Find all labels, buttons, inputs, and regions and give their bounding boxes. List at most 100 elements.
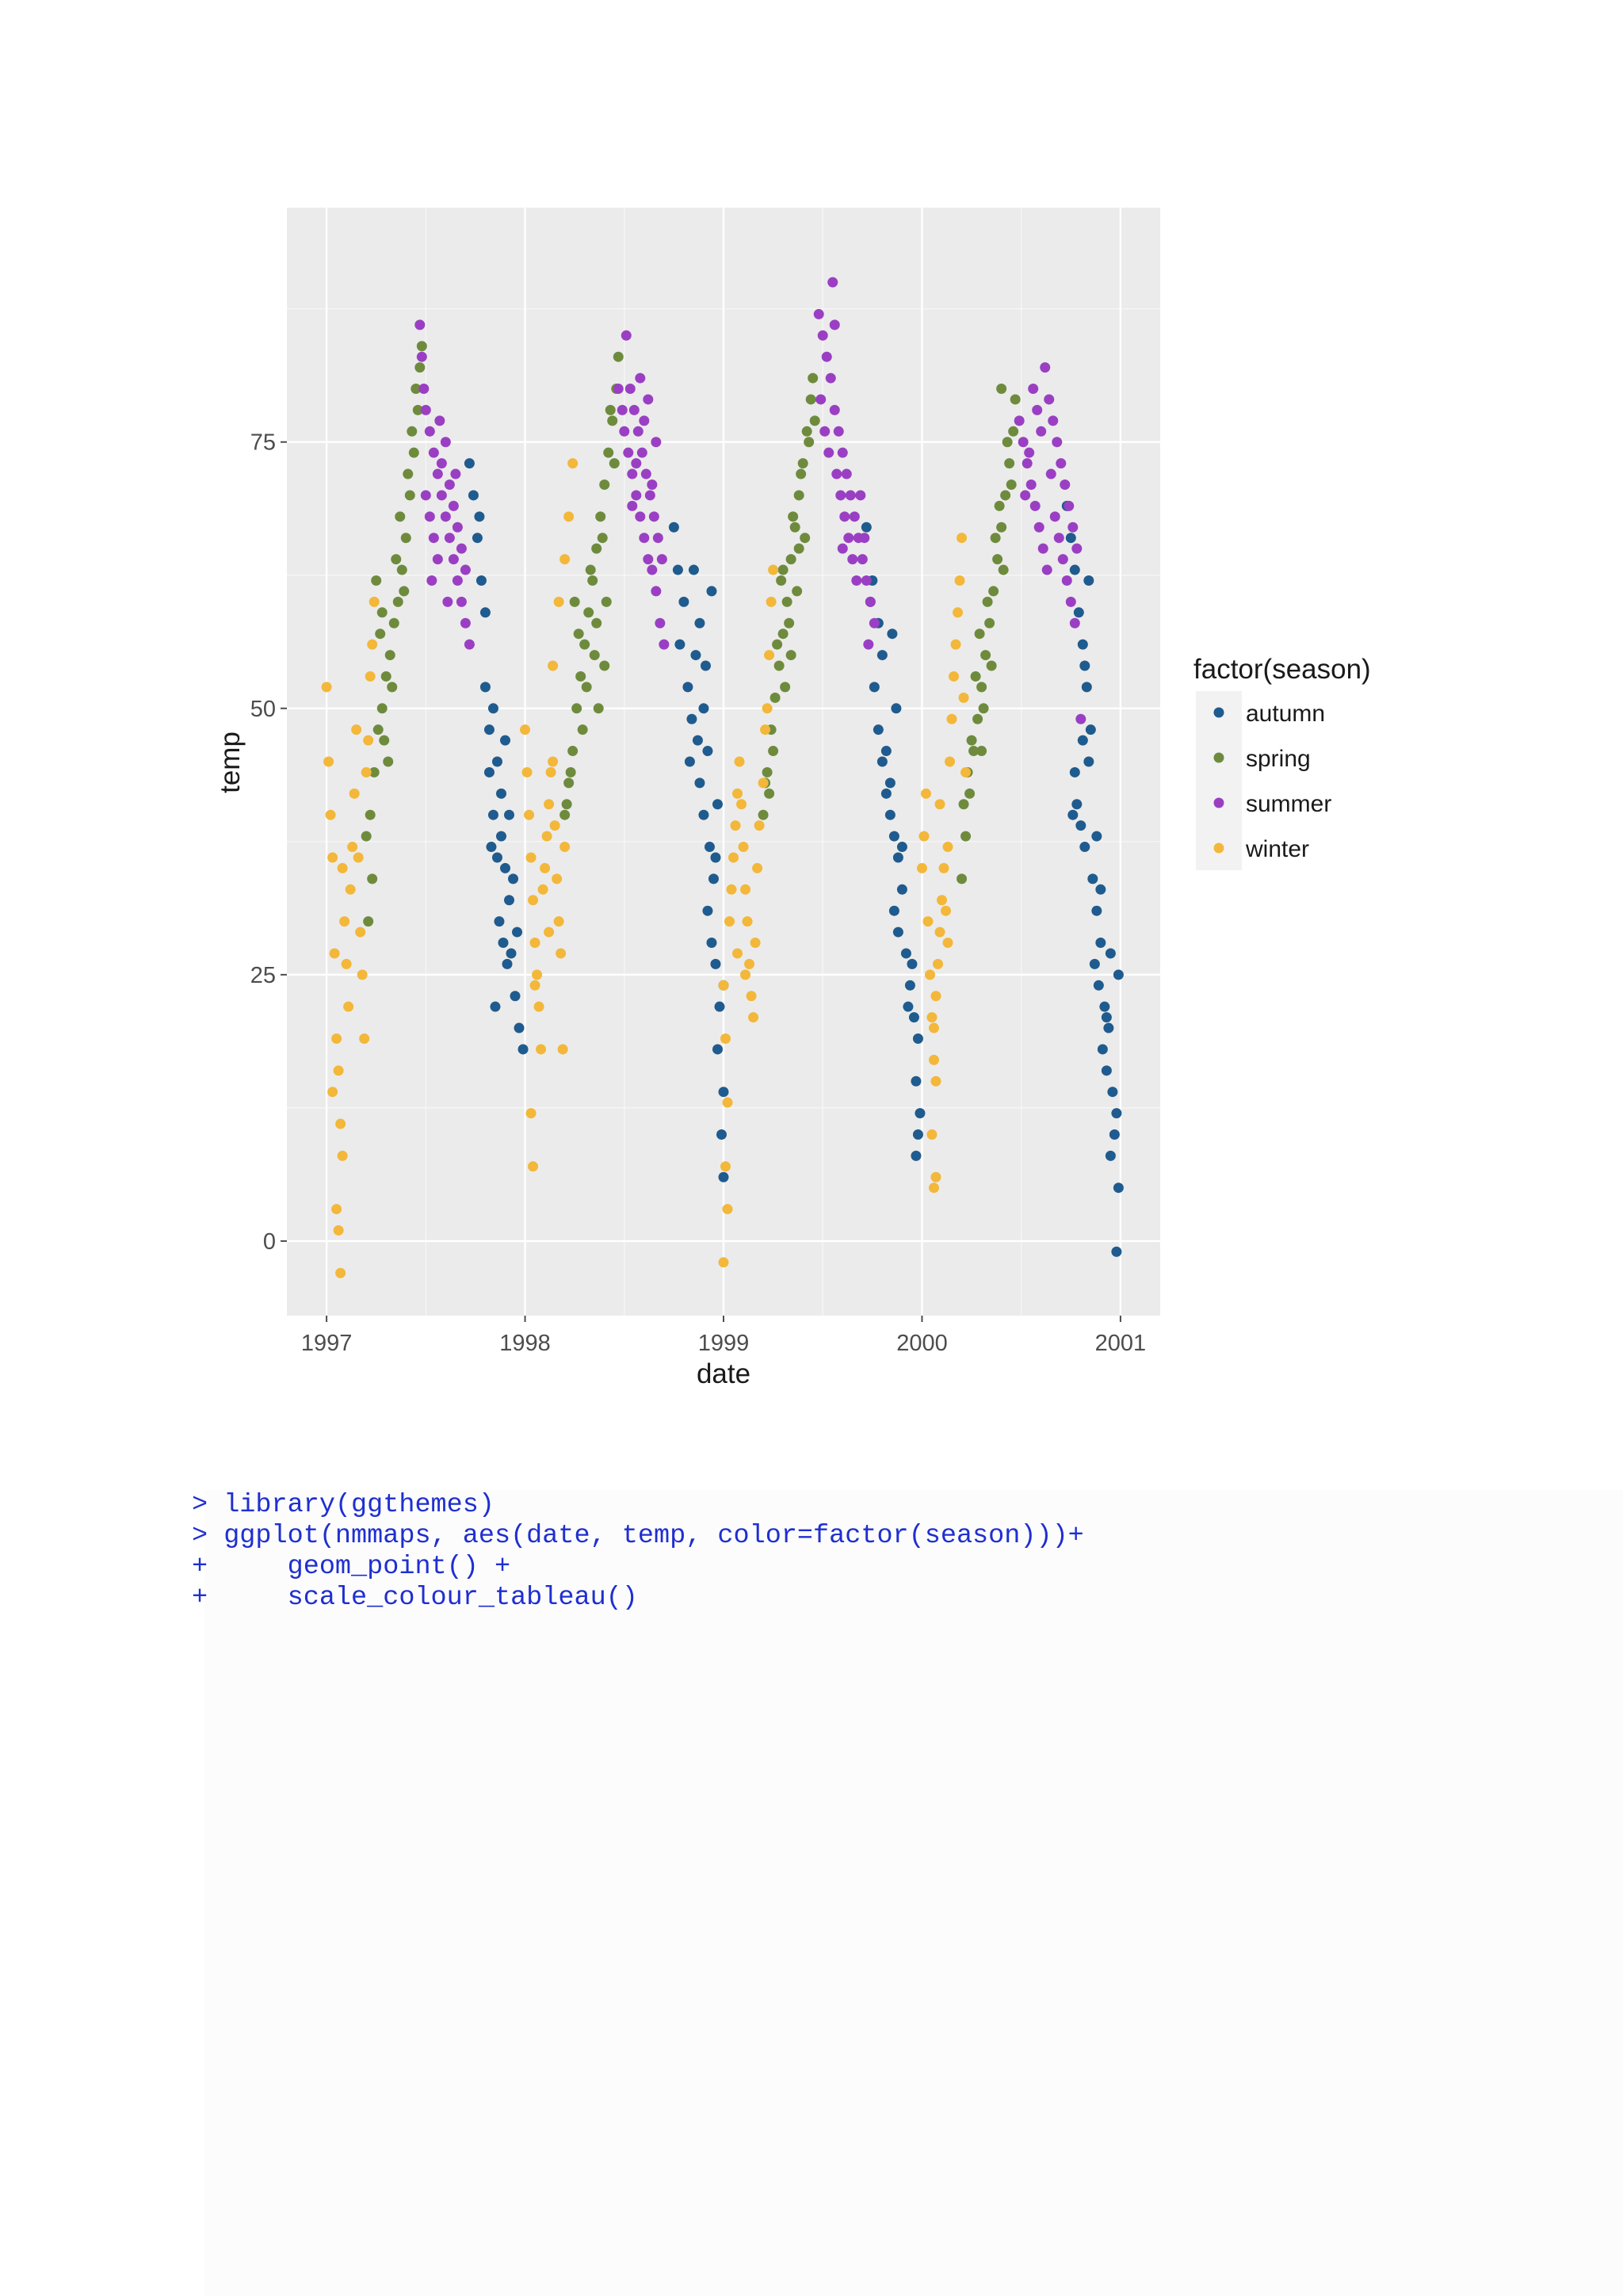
point-autumn: [486, 842, 497, 853]
point-spring: [569, 596, 580, 607]
point-autumn: [710, 958, 721, 969]
point-autumn: [690, 650, 701, 661]
point-spring: [416, 341, 427, 352]
y-axis-title: temp: [215, 732, 246, 793]
point-autumn: [1069, 564, 1080, 575]
r-code-block: > library(ggthemes) > ggplot(nmmaps, aes(…: [192, 1490, 1084, 1614]
point-summer: [1067, 521, 1079, 533]
point-spring: [776, 575, 787, 586]
point-summer: [652, 533, 663, 544]
point-winter: [533, 1001, 544, 1012]
point-autumn: [1081, 682, 1092, 693]
point-spring: [395, 511, 406, 522]
point-spring: [768, 746, 779, 757]
point-spring: [772, 639, 783, 650]
point-spring: [367, 873, 378, 884]
point-autumn: [888, 831, 899, 842]
point-summer: [448, 554, 459, 565]
point-summer: [845, 490, 856, 501]
legend-label-winter: winter: [1245, 836, 1309, 862]
point-spring: [980, 650, 991, 661]
point-spring: [984, 617, 995, 628]
point-autumn: [686, 713, 697, 724]
point-spring: [363, 916, 374, 927]
point-autumn: [514, 1022, 525, 1033]
point-winter: [532, 969, 543, 980]
point-winter: [337, 1150, 348, 1161]
point-summer: [426, 575, 437, 586]
point-spring: [792, 586, 803, 597]
point-autumn: [500, 862, 510, 873]
point-summer: [444, 479, 455, 490]
point-winter: [950, 639, 961, 650]
point-winter: [557, 1044, 568, 1055]
x-axis-title: date: [697, 1358, 750, 1389]
point-autumn: [1111, 1246, 1122, 1257]
point-spring: [392, 596, 403, 607]
point-autumn: [468, 490, 479, 501]
legend-key-winter: [1213, 842, 1224, 854]
point-autumn: [896, 842, 907, 853]
point-autumn: [861, 521, 872, 533]
point-autumn: [1099, 1001, 1110, 1012]
point-spring: [567, 746, 579, 757]
point-summer: [643, 394, 654, 405]
point-autumn: [892, 926, 903, 938]
point-winter: [545, 766, 556, 777]
legend-key-spring: [1213, 752, 1224, 763]
point-spring: [976, 746, 987, 757]
point-spring: [571, 703, 582, 714]
point-autumn: [504, 809, 515, 820]
point-autumn: [517, 1044, 529, 1055]
point-autumn: [1077, 639, 1088, 650]
point-summer: [624, 384, 636, 395]
point-summer: [464, 639, 475, 650]
point-spring: [583, 607, 594, 618]
point-summer: [1040, 362, 1051, 373]
point-spring: [589, 650, 600, 661]
point-summer: [648, 511, 659, 522]
point-winter: [768, 564, 779, 575]
point-summer: [835, 490, 846, 501]
point-winter: [949, 670, 960, 682]
point-summer: [647, 564, 658, 575]
point-autumn: [678, 596, 689, 607]
point-winter: [918, 831, 930, 842]
point-summer: [432, 468, 443, 479]
point-autumn: [502, 958, 513, 969]
point-autumn: [698, 703, 709, 714]
point-spring: [978, 703, 989, 714]
point-autumn: [1071, 799, 1083, 810]
point-autumn: [706, 586, 717, 597]
legend-key-background: [1196, 691, 1242, 870]
point-winter: [924, 969, 935, 980]
point-winter: [926, 1012, 938, 1023]
point-winter: [930, 1171, 941, 1182]
point-summer: [627, 468, 638, 479]
point-winter: [760, 724, 771, 735]
point-spring: [764, 788, 775, 799]
point-summer: [632, 426, 643, 437]
point-autumn: [1093, 980, 1104, 991]
point-winter: [946, 713, 957, 724]
point-summer: [442, 596, 453, 607]
point-spring: [601, 596, 612, 607]
point-autumn: [912, 1033, 923, 1044]
point-autumn: [1087, 873, 1098, 884]
point-winter: [740, 969, 751, 980]
point-autumn: [487, 809, 498, 820]
point-spring: [365, 809, 376, 820]
point-summer: [1032, 404, 1043, 415]
point-spring: [573, 628, 584, 640]
x-tick-label: 1997: [301, 1331, 353, 1356]
point-summer: [631, 490, 642, 501]
point-spring: [591, 543, 602, 554]
point-autumn: [891, 703, 902, 714]
point-autumn: [892, 852, 903, 863]
point-summer: [849, 511, 860, 522]
point-spring: [960, 831, 972, 842]
point-summer: [1049, 511, 1060, 522]
point-autumn: [1073, 607, 1084, 618]
point-autumn: [479, 607, 491, 618]
point-summer: [1033, 521, 1044, 533]
